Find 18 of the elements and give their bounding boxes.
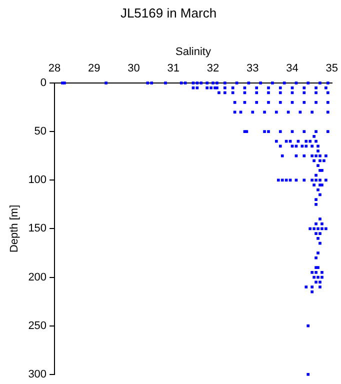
y-tick-label: 100 [28, 174, 47, 186]
x-tick-label: 31 [167, 62, 180, 74]
y-tick-label: 250 [28, 320, 47, 332]
y-tick-label: 150 [28, 222, 47, 235]
y-tick-label: 0 [40, 77, 47, 90]
x-axis-title: Salinity [175, 46, 212, 58]
y-tick-label: 300 [28, 368, 47, 380]
y-tick-label: 50 [34, 126, 47, 138]
x-tick-label: 28 [48, 62, 61, 74]
x-tick-label: 30 [128, 62, 140, 74]
y-axis-title: Depth [m] [8, 204, 21, 253]
y-tick-label: 200 [28, 271, 47, 284]
x-tick-label: 35 [326, 62, 338, 74]
x-tick-label: 29 [88, 62, 100, 74]
x-tick-label: 33 [246, 62, 259, 74]
x-tick-label: 32 [206, 62, 220, 74]
x-tick-label: 34 [286, 62, 298, 74]
chart-title: JL5169 in March [120, 5, 217, 20]
